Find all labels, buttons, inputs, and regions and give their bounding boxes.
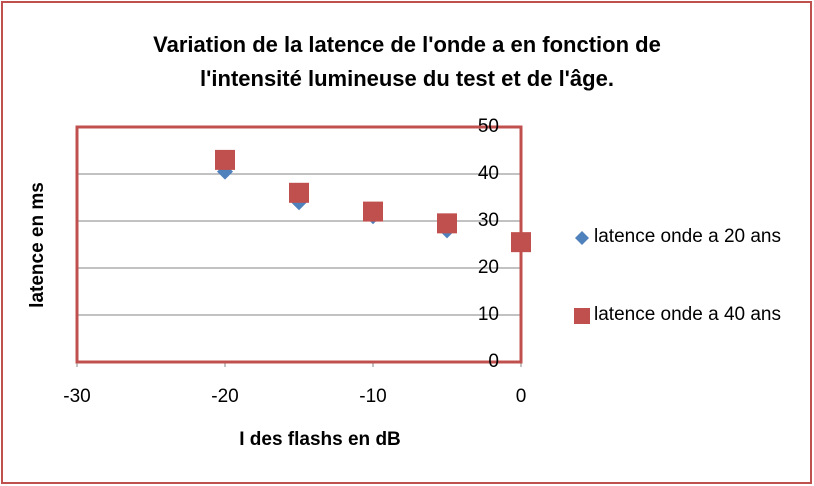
point <box>575 231 589 245</box>
point <box>363 201 383 222</box>
point <box>289 182 309 203</box>
y-axis-label: latence en ms <box>27 182 48 308</box>
y-tick-label: 20 <box>478 257 499 278</box>
x-tick-label: -20 <box>211 386 238 407</box>
y-tick-label: 10 <box>478 304 499 325</box>
point <box>215 149 235 170</box>
y-tick-label: 40 <box>478 163 499 184</box>
point <box>437 213 457 234</box>
point <box>574 308 590 324</box>
plot-area <box>75 125 523 364</box>
legend-label: latence onde a 40 ans <box>594 304 781 325</box>
y-tick-label: 50 <box>478 116 499 137</box>
y-tick-label: 0 <box>488 351 499 372</box>
x-tick-label: -10 <box>359 386 386 407</box>
chart-title: Variation de la latence de l'onde a en f… <box>153 32 661 91</box>
y-tick-label: 30 <box>478 210 499 231</box>
x-tick-label: -30 <box>63 386 90 407</box>
x-tick-label: 0 <box>516 386 527 407</box>
point <box>511 232 531 253</box>
legend-label: latence onde a 20 ans <box>594 226 781 247</box>
x-axis-label: I des flashs en dB <box>239 429 401 450</box>
